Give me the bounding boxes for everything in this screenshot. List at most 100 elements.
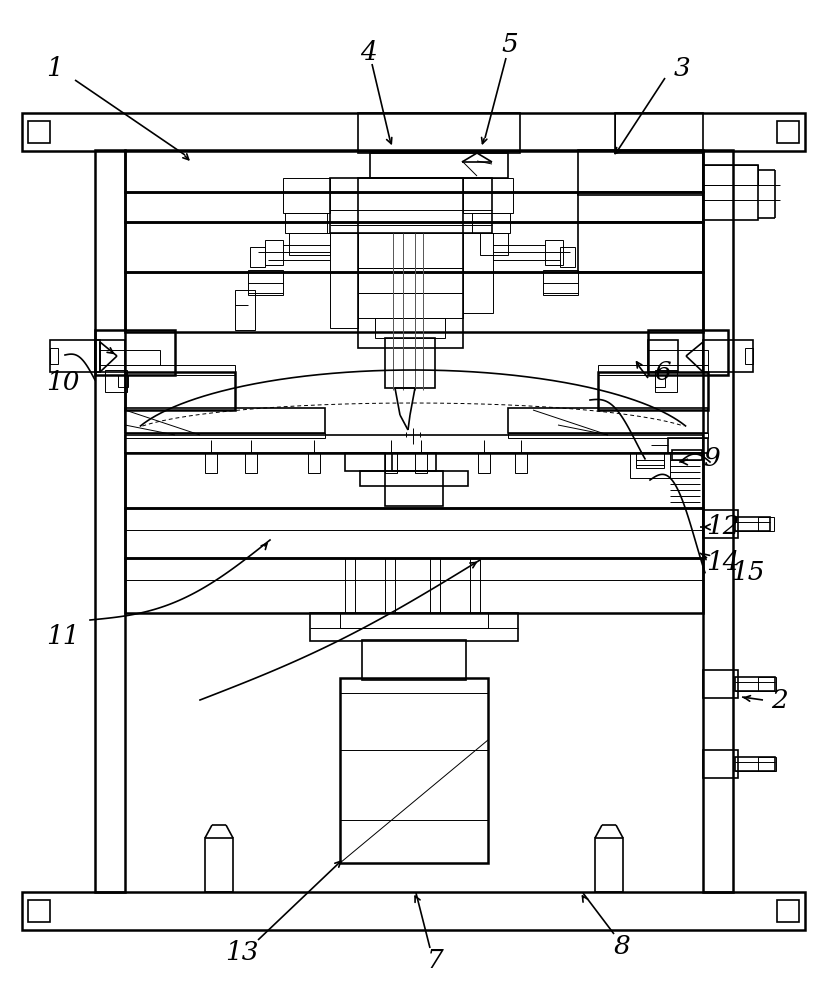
Bar bbox=[508, 433, 708, 438]
Bar bbox=[125, 433, 325, 438]
Text: 6: 6 bbox=[655, 360, 672, 385]
Bar bbox=[392, 453, 436, 471]
Text: 10: 10 bbox=[46, 369, 79, 394]
Bar bbox=[636, 460, 664, 465]
Bar bbox=[703, 165, 758, 220]
Bar bbox=[385, 558, 395, 613]
Bar bbox=[118, 375, 128, 387]
Bar bbox=[362, 640, 466, 680]
Bar bbox=[308, 453, 320, 473]
Bar bbox=[358, 233, 463, 268]
Bar bbox=[95, 340, 125, 372]
Text: 5: 5 bbox=[502, 32, 519, 57]
Bar bbox=[340, 613, 488, 628]
Bar bbox=[289, 233, 330, 255]
Bar bbox=[358, 268, 463, 293]
Bar bbox=[345, 453, 385, 471]
Bar bbox=[250, 247, 265, 267]
Bar bbox=[595, 838, 623, 892]
Bar bbox=[735, 517, 770, 531]
Bar bbox=[50, 340, 100, 372]
Text: 11: 11 bbox=[46, 624, 79, 650]
Bar bbox=[508, 408, 708, 433]
Bar bbox=[648, 330, 728, 375]
Bar bbox=[578, 222, 703, 272]
Bar bbox=[50, 348, 58, 364]
Bar bbox=[340, 678, 488, 863]
Bar bbox=[125, 453, 703, 508]
Text: 7: 7 bbox=[427, 948, 443, 972]
Bar bbox=[28, 121, 50, 143]
Bar bbox=[125, 150, 703, 192]
Bar bbox=[345, 558, 355, 613]
Bar bbox=[235, 290, 255, 330]
Bar bbox=[703, 340, 753, 372]
Bar bbox=[703, 670, 738, 698]
Bar bbox=[105, 370, 127, 392]
Bar bbox=[245, 453, 257, 473]
Bar bbox=[648, 340, 678, 372]
Bar bbox=[415, 453, 427, 473]
Bar bbox=[385, 471, 443, 506]
Bar bbox=[385, 453, 397, 473]
Bar bbox=[125, 372, 235, 410]
Text: 14: 14 bbox=[706, 550, 739, 574]
Bar bbox=[248, 270, 283, 295]
Bar bbox=[515, 453, 527, 473]
Bar bbox=[758, 757, 776, 771]
Bar bbox=[283, 178, 330, 213]
Text: 12: 12 bbox=[706, 514, 739, 540]
Bar bbox=[285, 213, 327, 233]
Bar bbox=[735, 757, 775, 771]
Bar bbox=[672, 450, 702, 460]
Bar bbox=[358, 293, 463, 318]
Text: 8: 8 bbox=[614, 934, 630, 960]
Bar bbox=[385, 338, 435, 388]
Bar bbox=[95, 150, 125, 892]
Bar bbox=[777, 121, 799, 143]
Bar bbox=[125, 435, 703, 453]
Bar bbox=[430, 558, 440, 613]
Bar bbox=[655, 370, 677, 392]
Text: 2: 2 bbox=[771, 688, 787, 712]
Bar bbox=[615, 113, 703, 153]
Text: 13: 13 bbox=[225, 940, 259, 964]
Bar bbox=[310, 613, 518, 641]
Bar bbox=[480, 233, 508, 255]
Bar bbox=[125, 408, 325, 433]
Bar bbox=[205, 838, 233, 892]
Bar bbox=[330, 233, 358, 328]
Bar bbox=[478, 453, 490, 473]
Bar bbox=[470, 558, 480, 613]
Bar bbox=[758, 517, 774, 531]
Bar bbox=[22, 892, 805, 930]
Bar bbox=[703, 150, 733, 892]
Text: 1: 1 bbox=[46, 55, 64, 81]
Bar bbox=[125, 272, 703, 332]
Bar bbox=[668, 438, 708, 453]
Bar bbox=[28, 900, 50, 922]
Bar bbox=[735, 677, 775, 691]
Bar bbox=[125, 508, 703, 558]
Bar bbox=[370, 153, 508, 178]
Text: 9: 9 bbox=[704, 446, 720, 471]
Bar bbox=[125, 222, 703, 272]
Bar bbox=[375, 318, 445, 338]
Text: 3: 3 bbox=[674, 55, 691, 81]
Bar bbox=[655, 375, 665, 387]
Bar bbox=[125, 558, 703, 613]
Bar bbox=[22, 113, 805, 151]
Bar bbox=[358, 178, 463, 348]
Text: 4: 4 bbox=[360, 39, 376, 64]
Bar bbox=[578, 192, 703, 222]
Bar bbox=[358, 113, 520, 153]
Bar bbox=[545, 240, 563, 265]
Bar bbox=[265, 240, 283, 265]
Bar bbox=[745, 348, 753, 364]
Bar bbox=[598, 372, 708, 410]
Bar bbox=[630, 453, 670, 478]
Bar bbox=[472, 213, 510, 233]
Bar bbox=[330, 178, 492, 233]
Bar bbox=[703, 510, 738, 538]
Bar bbox=[777, 900, 799, 922]
